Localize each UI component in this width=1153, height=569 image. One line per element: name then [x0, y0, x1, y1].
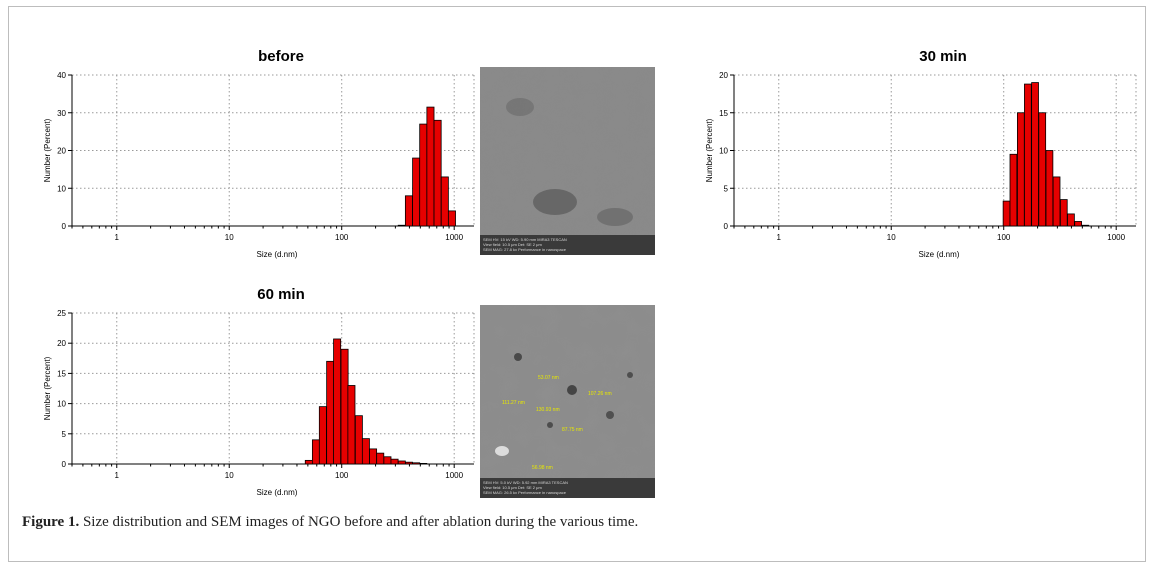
y-tick-label: 20	[719, 71, 728, 80]
sem-info-line: SEM MAG: 26.5 kx Performance in nanospac…	[483, 490, 566, 495]
sem-measurement-label: 87.75 nm	[562, 427, 583, 433]
x-tick-label: 1000	[1107, 233, 1125, 242]
sem-measurement-label: 111.27 nm	[502, 400, 525, 406]
histogram-bar	[412, 157, 421, 227]
sem-texture	[480, 305, 655, 478]
y-axis-label: Number (Percent)	[705, 118, 714, 182]
x-tick-label: 10	[225, 471, 234, 480]
histogram-bar	[354, 415, 363, 465]
sem-info-bar: SEM HV: 15 kV WD: 5.90 mm MIRA3 TESCAN V…	[480, 235, 655, 255]
x-tick-label: 100	[335, 471, 349, 480]
y-tick-label: 0	[62, 222, 67, 231]
histogram-bar	[326, 360, 335, 465]
y-tick-label: 10	[57, 184, 66, 193]
histogram-bar	[1081, 224, 1090, 227]
y-tick-label: 25	[57, 309, 66, 318]
histogram-bar	[1067, 213, 1075, 227]
histogram-bar	[340, 348, 349, 465]
chart-title: 30 min	[919, 48, 967, 65]
histogram-bar	[397, 460, 406, 465]
sem-texture	[480, 67, 655, 235]
sem-info-bar: SEM HV: 5.0 kV WD: 5.92 mm MIRA3 TESCAN …	[480, 478, 655, 498]
histogram-bar	[1024, 83, 1032, 227]
histogram-bar	[419, 123, 428, 227]
figure-caption: Figure 1. Size distribution and SEM imag…	[22, 514, 638, 531]
histogram-bar	[383, 456, 392, 465]
histogram-bar	[1038, 112, 1047, 227]
x-tick-label: 1	[115, 471, 120, 480]
histogram-bar	[1059, 199, 1068, 227]
x-axis-label: Size (d.nm)	[257, 488, 298, 497]
chart-60-min: 60 min 0 5 10 15 20 25 1 10 100 1000 Size (d.nm) Num…	[43, 286, 475, 497]
histogram-bar	[311, 439, 320, 465]
histogram-bar	[426, 106, 435, 227]
sem-info-line: SEM HV: 15 kV WD: 5.90 mm MIRA3 TESCAN	[483, 237, 567, 242]
y-tick-label: 0	[724, 222, 729, 231]
x-tick-label: 1000	[445, 233, 463, 242]
sem-info-line: SEM HV: 5.0 kV WD: 5.92 mm MIRA3 TESCAN	[483, 480, 568, 485]
y-tick-label: 0	[62, 460, 67, 469]
histogram-bar	[412, 462, 421, 465]
y-tick-label: 5	[724, 184, 729, 193]
chart-30-min: 30 min 0 5 10 15 20 1 10 100 1000 Size (d.nm) Numbe…	[705, 48, 1137, 259]
x-tick-label: 100	[335, 233, 349, 242]
sem-measurement-label: 53.07 nm	[538, 375, 559, 381]
histogram-bar	[397, 224, 406, 227]
histogram-bar	[419, 462, 428, 465]
sem-info-line: View field: 10.5 μm Det: SE 2 μm	[483, 485, 542, 490]
histogram-bar	[447, 210, 456, 227]
histogram-bar	[347, 385, 356, 465]
histogram-bar	[333, 338, 342, 465]
y-tick-label: 15	[719, 109, 728, 118]
x-tick-label: 1000	[445, 471, 463, 480]
histogram-bar	[404, 461, 413, 465]
histogram-bar	[433, 119, 442, 227]
x-tick-label: 1	[777, 233, 782, 242]
histogram-bar	[1009, 153, 1018, 227]
histogram-bar	[390, 458, 399, 465]
sem-info-line: SEM MAG: 27.8 kx Performance in nanospac…	[483, 247, 566, 252]
y-tick-label: 15	[57, 369, 66, 378]
x-axis-label: Size (d.nm)	[919, 250, 960, 259]
sem-measurement-label: 107.26 nm	[588, 391, 612, 397]
y-axis-label: Number (Percent)	[43, 118, 52, 182]
y-tick-label: 40	[57, 71, 66, 80]
x-tick-label: 100	[997, 233, 1011, 242]
y-tick-label: 10	[719, 147, 728, 156]
sem-measurement-label: 130.93 nm	[536, 407, 560, 413]
histogram-bar	[304, 459, 313, 465]
histogram-bar	[1045, 150, 1054, 227]
histogram-bar	[1031, 82, 1039, 227]
figure-frame	[8, 6, 1146, 562]
chart-title: 60 min	[257, 286, 305, 303]
histogram-bar	[318, 406, 327, 465]
sem-measurement-label: 56.98 nm	[532, 465, 553, 471]
sem-image-before: SEM HV: 15 kV WD: 5.90 mm MIRA3 TESCAN V…	[480, 67, 655, 255]
x-tick-label: 1	[115, 233, 120, 242]
chart-before: before 0 10 20 30 40 1 10 100 1000 Size (d.nm) Numb…	[43, 48, 475, 259]
sem-image-60-min: 53.07 nm 111.27 nm 130.93 nm 107.26 nm 87.75…	[480, 305, 655, 498]
histogram-bar	[440, 176, 449, 227]
x-tick-label: 10	[225, 233, 234, 242]
x-axis-label: Size (d.nm)	[257, 250, 298, 259]
histogram-bar	[1017, 112, 1025, 227]
histogram-bar	[1052, 176, 1061, 227]
histogram-bar	[361, 438, 370, 465]
caption-label: Figure 1.	[22, 514, 80, 530]
histogram-bar	[1002, 200, 1011, 227]
y-tick-label: 20	[57, 147, 66, 156]
histogram-bar	[369, 448, 378, 465]
histogram-bar	[404, 195, 413, 227]
y-tick-label: 5	[62, 430, 67, 439]
y-axis-label: Number (Percent)	[43, 356, 52, 420]
chart-title: before	[258, 48, 304, 65]
y-tick-label: 20	[57, 339, 66, 348]
histogram-bar	[376, 452, 385, 465]
sem-info-line: View field: 10.5 μm Det: SE 2 μm	[483, 242, 542, 247]
histogram-bar	[1074, 221, 1082, 227]
y-tick-label: 10	[57, 400, 66, 409]
caption-text: Size distribution and SEM images of NGO …	[79, 514, 639, 530]
x-tick-label: 10	[887, 233, 896, 242]
y-tick-label: 30	[57, 109, 66, 118]
